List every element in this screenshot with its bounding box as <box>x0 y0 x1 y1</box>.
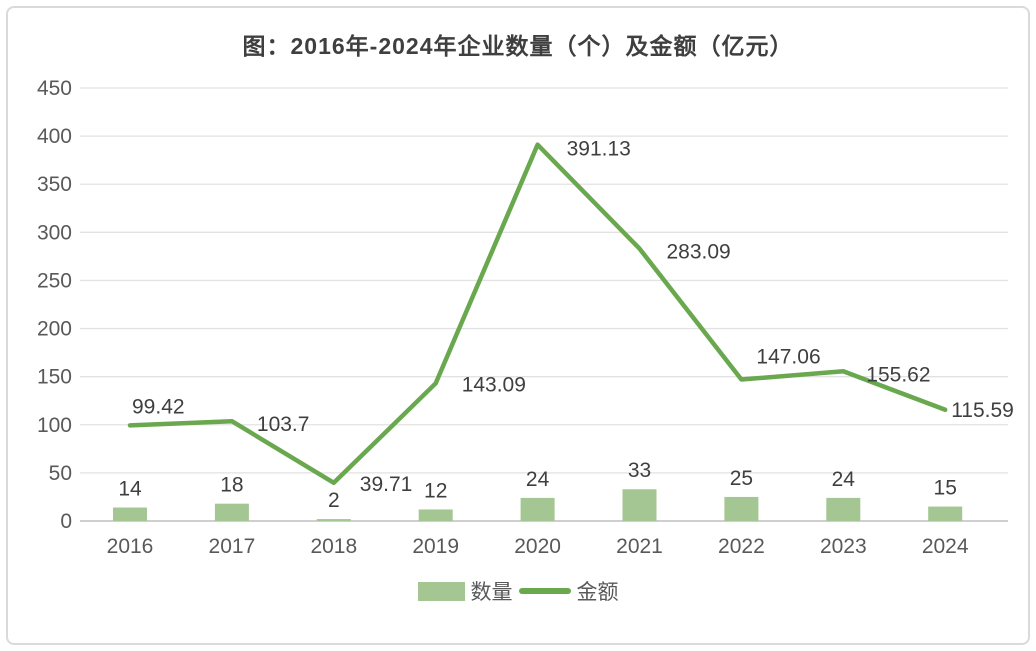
bar-2021 <box>622 489 657 521</box>
bar-value-label: 14 <box>118 478 142 501</box>
bar-value-label: 25 <box>730 467 753 490</box>
x-tick-label: 2019 <box>412 535 459 558</box>
x-tick-label: 2023 <box>820 535 867 558</box>
y-tick-label: 50 <box>49 462 72 485</box>
y-tick-label: 150 <box>37 366 72 389</box>
line-value-label: 115.59 <box>951 399 1014 422</box>
chart-card-border <box>6 6 1030 645</box>
bar-value-label: 24 <box>832 468 856 491</box>
bar-2022 <box>724 496 759 521</box>
y-tick-label: 0 <box>60 510 72 533</box>
line-value-label: 147.06 <box>756 345 820 368</box>
x-tick-label: 2017 <box>209 535 256 558</box>
chart-legend: 数量 金额 <box>0 576 1036 606</box>
line-value-label: 143.09 <box>462 373 526 396</box>
quantity-legend-swatch <box>417 581 465 601</box>
y-tick-label: 300 <box>37 221 72 244</box>
bar-2018 <box>316 519 351 521</box>
x-tick-label: 2022 <box>718 535 765 558</box>
bar-value-label: 24 <box>526 468 550 491</box>
x-tick-label: 2018 <box>310 535 357 558</box>
x-tick-label: 2024 <box>922 535 969 558</box>
amount-legend-swatch <box>518 588 571 594</box>
line-value-label: 39.71 <box>360 473 413 496</box>
bar-2024 <box>928 506 963 521</box>
bar-value-label: 18 <box>220 474 243 497</box>
y-tick-label: 350 <box>37 173 72 196</box>
line-value-label: 103.7 <box>257 413 310 436</box>
x-tick-label: 2016 <box>107 535 154 558</box>
x-tick-label: 2020 <box>514 535 561 558</box>
bar-2016 <box>113 507 147 521</box>
bar-value-label: 2 <box>328 489 340 512</box>
line-value-label: 155.62 <box>866 363 930 386</box>
bar-2023 <box>826 497 861 521</box>
y-tick-label: 200 <box>37 318 72 341</box>
bar-value-label: 33 <box>628 459 651 482</box>
chart-title: 图：2016年-2024年企业数量（个）及金额（亿元） <box>242 33 794 59</box>
y-tick-label: 400 <box>37 125 72 148</box>
bar-value-label: 12 <box>424 479 447 502</box>
y-tick-label: 250 <box>37 269 72 292</box>
y-tick-label: 450 <box>37 77 72 100</box>
y-tick-label: 100 <box>37 414 72 437</box>
line-value-label: 99.42 <box>132 395 185 418</box>
bar-2019 <box>418 509 453 521</box>
line-value-label: 283.09 <box>667 241 731 264</box>
quantity-legend-label: 数量 <box>470 581 513 604</box>
amount-legend-label: 金额 <box>576 581 619 604</box>
amount-line <box>127 142 948 486</box>
bar-2020 <box>520 497 555 521</box>
bar-2017 <box>214 503 249 521</box>
line-value-label: 391.13 <box>567 138 631 161</box>
bar-value-label: 15 <box>934 477 957 500</box>
x-tick-label: 2021 <box>616 535 663 558</box>
